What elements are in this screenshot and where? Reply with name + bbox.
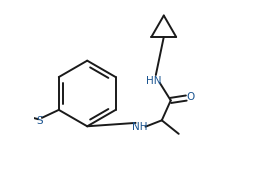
Text: HN: HN — [146, 76, 162, 85]
Text: NH: NH — [132, 122, 148, 132]
Text: S: S — [37, 116, 43, 126]
Text: O: O — [186, 92, 194, 102]
